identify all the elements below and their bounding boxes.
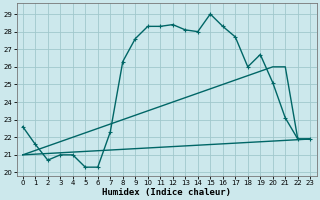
X-axis label: Humidex (Indice chaleur): Humidex (Indice chaleur): [102, 188, 231, 197]
